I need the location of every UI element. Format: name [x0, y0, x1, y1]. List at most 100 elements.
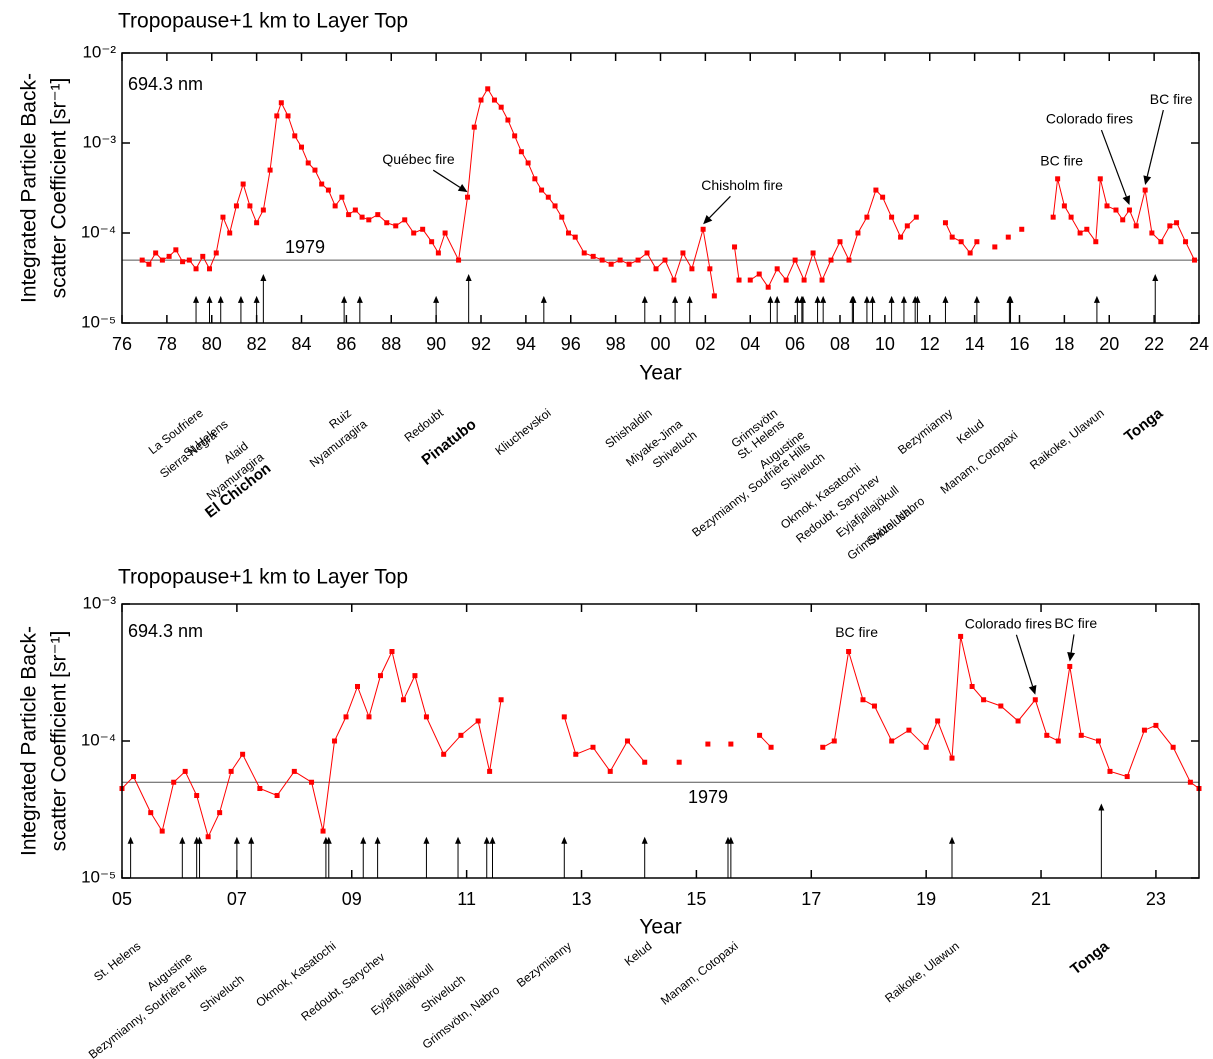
data-point	[1142, 187, 1148, 193]
volcano-label: Raikoke, Ulawun	[882, 939, 962, 1005]
eruption-arrowhead	[942, 295, 949, 303]
x-tick-label: 10	[875, 334, 895, 354]
data-point	[590, 253, 596, 259]
data-point	[292, 133, 298, 139]
data-point	[671, 277, 677, 283]
data-point	[412, 673, 418, 679]
data-point	[572, 234, 578, 240]
data-point	[635, 257, 641, 263]
data-point	[539, 187, 545, 193]
data-point	[366, 714, 372, 720]
plot-frame	[121, 603, 1200, 879]
data-point	[207, 266, 213, 272]
eruption-arrowhead	[237, 295, 244, 303]
data-point	[967, 250, 973, 256]
chart-title: Tropopause+1 km to Layer Top	[118, 10, 408, 33]
data-point	[680, 250, 686, 256]
data-point	[792, 257, 798, 263]
data-point	[774, 266, 780, 272]
volcano-label: Manam, Cotopaxi	[658, 939, 741, 1008]
data-point	[860, 697, 866, 703]
eruption-arrowhead	[260, 274, 267, 282]
volcano-label: Tonga	[1121, 404, 1167, 445]
data-point	[435, 250, 441, 256]
series-line	[734, 246, 740, 281]
data-point	[247, 203, 253, 209]
data-point	[831, 738, 837, 744]
data-point	[213, 250, 219, 256]
fire-arrowhead	[1122, 195, 1131, 206]
data-point	[898, 234, 904, 240]
volcano-label: Kliuchevskoi	[492, 406, 553, 458]
eruption-arrowhead	[206, 295, 213, 303]
data-point	[913, 214, 919, 220]
data-point	[332, 738, 338, 744]
eruption-arrowhead	[540, 295, 547, 303]
x-tick-label: 13	[572, 889, 592, 909]
data-point	[1068, 214, 1074, 220]
eruption-arrowhead	[1152, 274, 1159, 282]
reference-label: 1979	[688, 787, 728, 807]
y-tick-label: 10⁻⁴	[81, 730, 116, 749]
eruption-arrowhead	[672, 295, 679, 303]
y-tick-label: 10⁻²	[82, 42, 116, 61]
data-point	[441, 751, 447, 757]
data-point	[153, 250, 159, 256]
data-point	[475, 718, 481, 724]
data-point	[998, 703, 1004, 709]
data-point	[1158, 239, 1164, 245]
data-point	[1015, 718, 1021, 724]
x-tick-label: 92	[471, 334, 491, 354]
data-point	[626, 261, 632, 267]
eruption-arrowhead	[433, 295, 440, 303]
data-point	[402, 217, 408, 223]
data-point	[1174, 220, 1180, 226]
data-point	[339, 194, 345, 200]
data-point	[1077, 230, 1083, 236]
eruption-arrowhead	[767, 295, 774, 303]
data-point	[228, 768, 234, 774]
data-point	[728, 741, 734, 747]
data-point	[518, 149, 524, 155]
data-point	[325, 187, 331, 193]
eruption-arrowhead	[794, 295, 801, 303]
data-point	[465, 194, 471, 200]
x-tick-label: 80	[202, 334, 222, 354]
data-point	[700, 226, 706, 232]
x-tick-label: 19	[916, 889, 936, 909]
eruption-arrowhead	[196, 836, 203, 844]
eruption-arrowhead	[1093, 295, 1100, 303]
data-point	[1107, 768, 1113, 774]
data-point	[820, 744, 826, 750]
data-point	[346, 212, 352, 218]
data-point	[305, 160, 311, 166]
fire-arrow	[1100, 129, 1127, 197]
data-point	[532, 176, 538, 182]
data-point	[193, 266, 199, 272]
x-tick-label: 90	[426, 334, 446, 354]
fire-arrow	[1070, 634, 1075, 653]
data-point	[889, 738, 895, 744]
data-point	[942, 220, 948, 226]
data-point	[1084, 226, 1090, 232]
data-point	[689, 266, 695, 272]
y-axis-label: Integrated Particle Back-	[18, 626, 41, 856]
data-point	[420, 226, 426, 232]
data-point	[880, 194, 886, 200]
data-point	[1019, 226, 1025, 232]
data-point	[498, 697, 504, 703]
data-point	[227, 230, 233, 236]
data-point	[1097, 176, 1103, 182]
fire-label: BC fire	[1054, 615, 1097, 631]
data-point	[456, 257, 462, 263]
fire-label: BC fire	[835, 624, 878, 640]
data-point	[377, 673, 383, 679]
data-point	[240, 181, 246, 187]
eruption-arrowhead	[489, 836, 496, 844]
wavelength-label: 694.3 nm	[128, 74, 203, 94]
y-axis-label: Integrated Particle Back-	[18, 73, 41, 303]
data-point	[274, 113, 280, 119]
data-point	[257, 786, 263, 792]
x-tick-label: 20	[1099, 334, 1119, 354]
fire-label: Colorado fires	[965, 615, 1052, 631]
